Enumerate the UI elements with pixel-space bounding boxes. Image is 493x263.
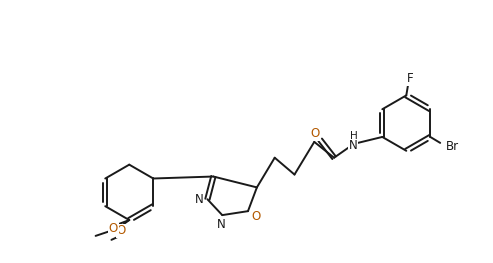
Text: O: O: [311, 128, 320, 140]
Text: N: N: [195, 193, 204, 206]
Text: O: O: [117, 224, 126, 237]
Text: N: N: [349, 139, 357, 152]
Text: O: O: [251, 210, 260, 222]
Text: H: H: [350, 131, 358, 141]
Text: F: F: [407, 72, 414, 85]
Text: N: N: [217, 218, 226, 230]
Text: O: O: [109, 222, 118, 235]
Text: Br: Br: [446, 140, 458, 153]
